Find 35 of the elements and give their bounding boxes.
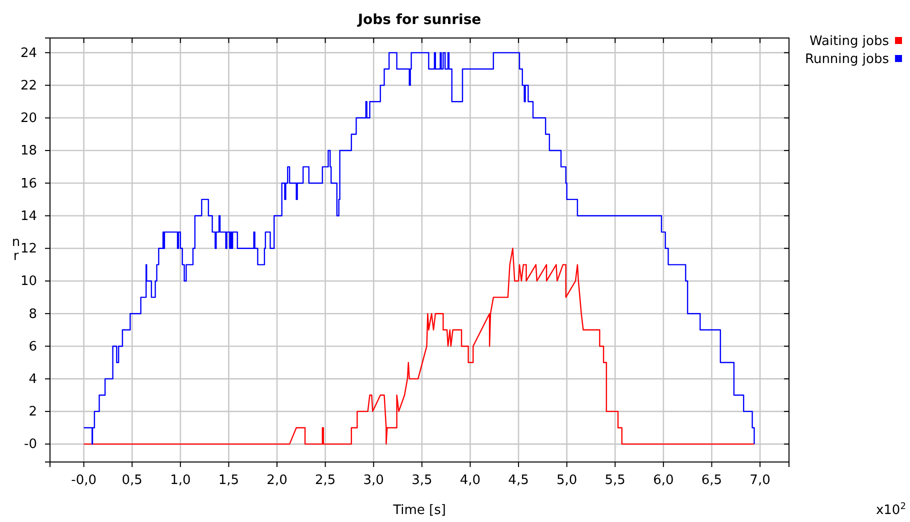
x-axis-title: Time [s] [392,503,446,518]
y-tick-label: 22 [20,78,37,94]
x-tick-label: 2,0 [266,473,288,488]
x-tick-label: 4,0 [460,473,481,488]
legend-label: Waiting jobs [809,34,890,49]
x-tick-label: 1,5 [218,473,240,488]
x-tick-label: 6,5 [701,473,722,488]
y-tick-label: 10 [20,274,37,290]
y-tick-label: -0 [24,437,37,452]
x-tick-label: 7,0 [750,473,770,488]
y-tick-label: 12 [20,242,37,257]
y-tick-label: 8 [28,306,37,322]
x-tick-label: 1,0 [170,473,191,488]
y-tick-label: 14 [20,208,37,224]
x-tick-label: 6,0 [653,473,674,488]
y-tick-label: 6 [28,339,37,354]
y-tick-label: 18 [20,144,37,159]
y-axis-title: nr [12,235,20,264]
x-tick-label: 3,0 [363,473,384,488]
x-tick-label: -0,0 [71,473,96,488]
x-tick-label: 0,5 [122,473,142,488]
y-tick-label: 16 [20,176,37,192]
x-tick-label: 5,0 [556,473,578,488]
line-series [83,248,755,445]
x-tick-label: 4,5 [508,473,529,488]
x-tick-label: 3,5 [412,473,432,488]
y-tick-label: 2 [28,404,37,420]
chart-title: Jobs for sunrise [356,12,482,28]
text: x10$^{2}$ [876,502,906,518]
x-tick-label: 2,5 [314,473,336,488]
y-tick-label: 20 [20,111,37,126]
x-tick-label: 5,5 [604,473,626,488]
y-tick-label: 4 [28,372,37,387]
legend-label: Running jobs [805,52,890,67]
y-tick-label: 24 [20,46,37,61]
